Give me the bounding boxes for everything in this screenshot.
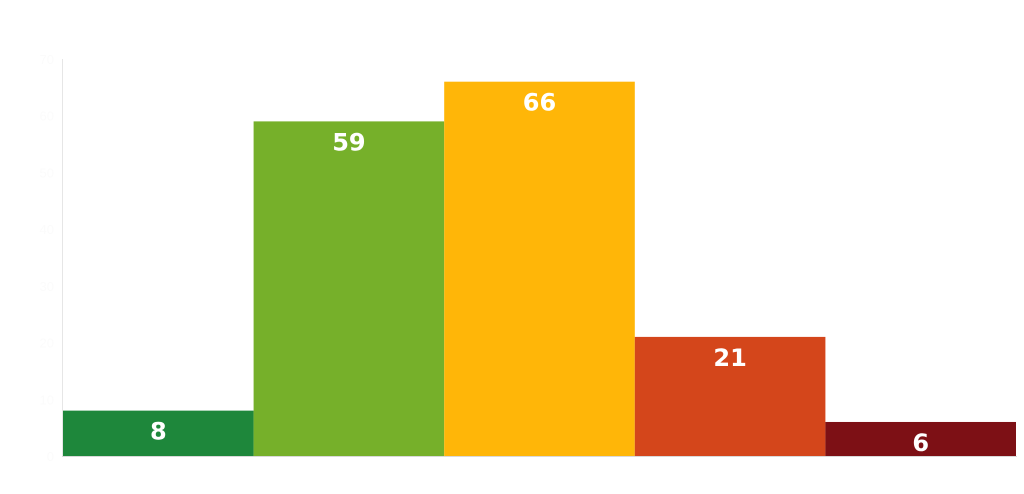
bars: 8 59 66 21 6 <box>63 81 1016 457</box>
bar <box>253 121 445 456</box>
bar <box>634 336 826 456</box>
y-tick-label: 20 <box>40 336 54 351</box>
data-label: 6 <box>912 429 929 457</box>
y-tick-label: 60 <box>40 109 54 124</box>
y-tick-label: 30 <box>40 279 54 294</box>
bar <box>825 421 1016 456</box>
y-tick-label: 70 <box>40 52 54 67</box>
bar <box>444 81 635 456</box>
y-tick-label: 0 <box>47 449 54 464</box>
y-axis-ticks: 0 10 20 30 40 50 60 70 <box>40 52 54 464</box>
y-tick-label: 50 <box>40 165 54 180</box>
data-label: 21 <box>713 344 746 372</box>
bar <box>63 410 254 456</box>
data-label: 66 <box>523 89 556 117</box>
y-tick-label: 40 <box>40 222 54 237</box>
data-label: 8 <box>150 418 167 446</box>
y-tick-label: 10 <box>40 392 54 407</box>
data-label: 59 <box>332 128 365 156</box>
